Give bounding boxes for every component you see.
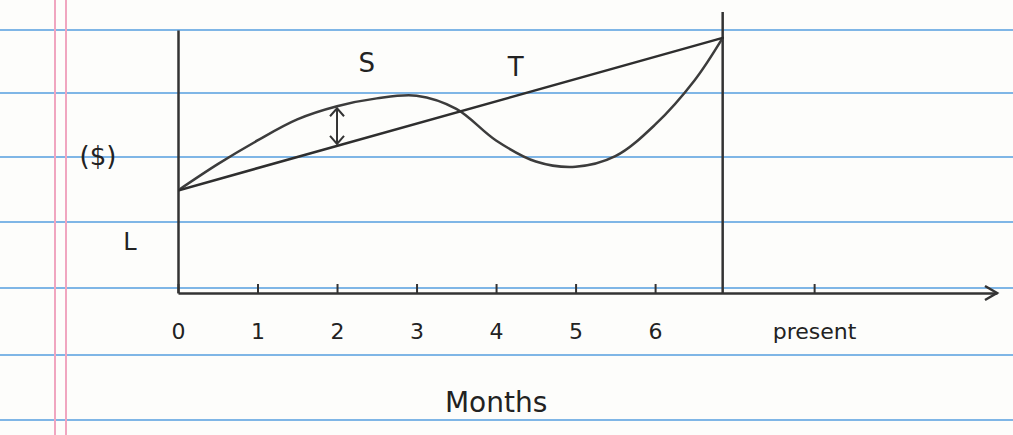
plot: 0 1 2 3 4 5 6 present S T L — [123, 12, 997, 344]
x-tick: 6 — [649, 284, 663, 344]
paper-rule — [0, 92, 1013, 94]
line-t — [178, 38, 723, 191]
paper-rule — [0, 221, 1013, 223]
x-tick: present — [773, 284, 857, 344]
paper-rule — [0, 354, 1013, 356]
x-tick-mark — [337, 284, 339, 293]
x-tick-label: 4 — [490, 319, 504, 344]
x-tick-label: 1 — [251, 319, 265, 344]
series-label: T — [507, 52, 524, 82]
arrow-head — [330, 108, 344, 116]
chart: 0 1 2 3 4 5 6 present S T L Months ($) — [0, 0, 1013, 435]
marks — [178, 38, 723, 191]
line-s — [178, 38, 723, 191]
x-tick-mark — [416, 284, 418, 293]
x-tick: 4 — [490, 284, 504, 344]
x-axis: 0 1 2 3 4 5 6 present — [172, 284, 998, 344]
paper-margin — [65, 0, 67, 435]
x-tick-label: 3 — [410, 319, 424, 344]
x-tick-label: 0 — [172, 319, 186, 344]
x-tick-mark — [257, 284, 259, 293]
x-tick-mark — [655, 284, 657, 293]
x-tick-mark — [814, 284, 816, 293]
x-tick: 2 — [331, 284, 345, 344]
x-tick: 1 — [251, 284, 265, 344]
y-axis-line — [177, 31, 180, 294]
arrow-head — [330, 136, 344, 144]
x-tick-label: 5 — [569, 319, 583, 344]
x-axis-line — [179, 292, 998, 295]
y-axis-title: ($) — [80, 141, 117, 171]
x-tick-label: 6 — [649, 319, 663, 344]
paper-rule — [0, 29, 1013, 31]
x-tick: 5 — [569, 284, 583, 344]
paper-rule — [0, 419, 1013, 421]
difference-arrow — [330, 108, 344, 144]
x-tick-label: 2 — [331, 319, 345, 344]
x-axis-title: Months — [445, 386, 547, 419]
y-axis — [178, 31, 179, 294]
x-axis-arrow — [985, 286, 997, 300]
paper-margin — [54, 0, 56, 435]
paper-rule — [0, 287, 1013, 289]
series-label: S — [359, 48, 376, 78]
paper — [0, 0, 1013, 435]
x-tick-label: present — [773, 319, 857, 344]
arrow-shaft — [336, 109, 338, 143]
x-tick-mark — [496, 284, 498, 293]
x-tick: 3 — [410, 284, 424, 344]
annotation: L — [123, 228, 137, 256]
paper-rule — [0, 156, 1013, 158]
x-tick-mark — [575, 284, 577, 293]
present-line — [721, 12, 724, 293]
paper-ground — [0, 0, 1013, 435]
